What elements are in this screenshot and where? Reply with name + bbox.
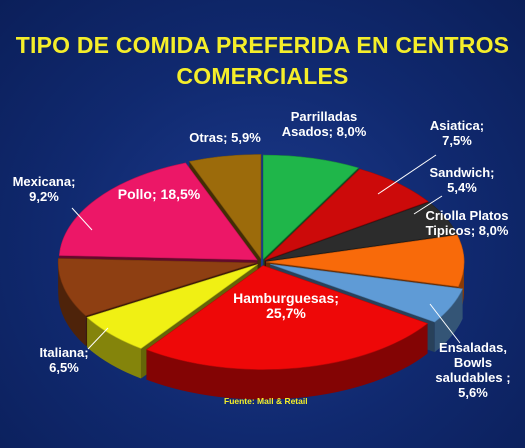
leader-line-sandwich [413, 195, 443, 215]
slice-label-italiana: Italiana; 6,5% [39, 345, 88, 375]
slice-label-sandwich: Sandwich; 5,4% [429, 165, 494, 195]
slice-label-pollo: Pollo; 18,5% [118, 186, 201, 202]
source-note: Fuente: Mall & Retail [224, 396, 308, 406]
slice-label-parrilladas-asados: Parrilladas Asados; 8,0% [282, 109, 367, 139]
leader-line-ensaladas-bowls-saludables [429, 303, 461, 344]
slice-label-hamburguesas: Hamburguesas; 25,7% [233, 290, 339, 321]
slice-label-criolla-platos-tipicos: Criolla Platos Tipicos; 8,0% [425, 208, 508, 238]
slice-label-ensaladas-bowls-saludables: Ensaladas, Bowls saludables ; 5,6% [435, 340, 510, 400]
slice-label-mexicana: Mexicana; 9,2% [13, 174, 76, 204]
chart-title: TIPO DE COMIDA PREFERIDA EN CENTROS COME… [15, 32, 510, 89]
slice-label-asiatica: Asiatica; 7,5% [430, 118, 484, 148]
pie-slice-hamburguesas [145, 265, 429, 400]
leader-line-italiana [87, 327, 109, 350]
leader-line-asiatica [377, 154, 437, 195]
leader-line-mexicana [71, 207, 93, 231]
slice-label-otras: Otras; 5,9% [189, 130, 261, 145]
